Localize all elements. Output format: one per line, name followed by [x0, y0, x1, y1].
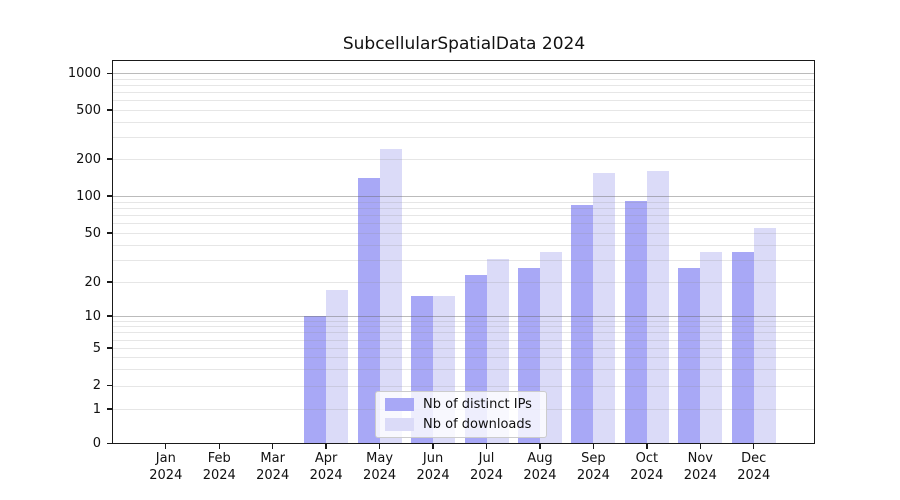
y-tick-label: 50: [84, 225, 101, 241]
x-tick-label: May 2024: [363, 451, 397, 483]
x-tick-label: Nov 2024: [683, 451, 717, 483]
gridline: [113, 85, 814, 87]
x-tick-label: Mar 2024: [256, 451, 290, 483]
legend-label-downloads: Nb of downloads: [423, 417, 532, 432]
gridline: [113, 332, 814, 334]
bar-downloads: [700, 252, 723, 444]
gridline: [113, 244, 814, 246]
gridline: [113, 121, 814, 123]
x-tick: [165, 444, 167, 449]
gridline: [113, 196, 814, 197]
gridline: [113, 215, 814, 217]
legend: Nb of distinct IPs Nb of downloads: [375, 391, 547, 438]
gridline: [113, 92, 814, 94]
y-tick-label: 20: [84, 274, 101, 290]
y-tick: [107, 408, 112, 410]
x-tick-label: Aug 2024: [523, 451, 557, 483]
bar-distinct-ips: [357, 178, 380, 444]
y-tick-label: 500: [76, 102, 101, 118]
y-tick-label: 5: [92, 340, 101, 356]
y-tick: [107, 158, 112, 160]
gridline: [113, 357, 814, 359]
x-tick: [432, 444, 434, 449]
bar-downloads: [379, 149, 402, 444]
x-tick: [378, 444, 381, 449]
gridline: [113, 385, 814, 387]
gridline: [113, 201, 814, 203]
gridline: [113, 159, 814, 160]
x-tick: [325, 444, 327, 449]
bar-downloads: [646, 170, 669, 444]
legend-label-distinct-ips: Nb of distinct IPs: [423, 397, 532, 412]
gridline: [113, 320, 814, 322]
gridline: [113, 223, 814, 225]
y-tick-label: 2: [92, 378, 101, 393]
x-tick: [218, 444, 220, 449]
x-tick-label: Apr 2024: [309, 451, 343, 483]
gridline: [113, 100, 814, 102]
gridline: [113, 78, 814, 80]
gridline: [113, 326, 814, 328]
bar-distinct-ips: [571, 204, 594, 444]
gridline: [113, 233, 814, 234]
y-tick: [107, 72, 112, 74]
bar-downloads: [326, 289, 349, 444]
y-tick-label: 0: [92, 436, 101, 451]
x-tick: [699, 444, 701, 449]
y-tick-label: 1000: [67, 65, 101, 81]
x-tick-label: Jul 2024: [469, 451, 504, 483]
y-tick-label: 200: [76, 151, 101, 167]
gridline: [113, 260, 814, 262]
x-tick: [646, 444, 648, 449]
x-tick: [753, 444, 755, 449]
x-tick: [272, 444, 274, 449]
x-tick: [592, 444, 595, 449]
y-tick: [107, 384, 112, 387]
bar-distinct-ips: [731, 252, 754, 444]
gridline: [113, 110, 814, 111]
x-tick-label: Jun 2024: [416, 451, 450, 483]
bar-downloads: [593, 172, 616, 444]
legend-row-downloads: Nb of downloads: [385, 417, 537, 432]
y-tick-label: 100: [76, 188, 101, 204]
y-tick: [107, 109, 112, 111]
legend-swatch-downloads: [385, 418, 414, 431]
y-tick-label: 1: [92, 401, 101, 417]
x-tick: [539, 444, 541, 449]
gridline: [113, 368, 814, 370]
x-tick-label: Feb 2024: [202, 451, 236, 483]
bar-downloads: [753, 227, 776, 444]
x-tick-label: Jan 2024: [149, 451, 183, 483]
gridline: [113, 137, 814, 139]
y-tick: [107, 281, 112, 283]
bar-distinct-ips: [678, 267, 701, 444]
legend-row-distinct-ips: Nb of distinct IPs: [385, 397, 537, 412]
gridline: [113, 207, 814, 209]
bar-distinct-ips: [624, 201, 647, 444]
x-tick-label: Oct 2024: [630, 451, 664, 483]
gridline: [113, 348, 814, 349]
gridline: [113, 73, 814, 75]
gridline: [113, 282, 814, 283]
y-tick: [107, 315, 112, 317]
y-tick-label: 10: [84, 308, 101, 324]
y-tick: [107, 347, 112, 349]
x-tick-label: Sep 2024: [576, 451, 610, 483]
chart-title: SubcellularSpatialData 2024: [342, 34, 586, 54]
y-tick: [107, 442, 112, 445]
x-tick: [485, 444, 488, 449]
legend-swatch-distinct-ips: [385, 398, 414, 411]
x-tick-label: Dec 2024: [737, 451, 771, 483]
gridline: [113, 316, 814, 317]
y-tick: [107, 195, 112, 197]
gridline: [113, 339, 814, 341]
y-tick: [107, 232, 112, 234]
bar-distinct-ips: [304, 316, 327, 444]
